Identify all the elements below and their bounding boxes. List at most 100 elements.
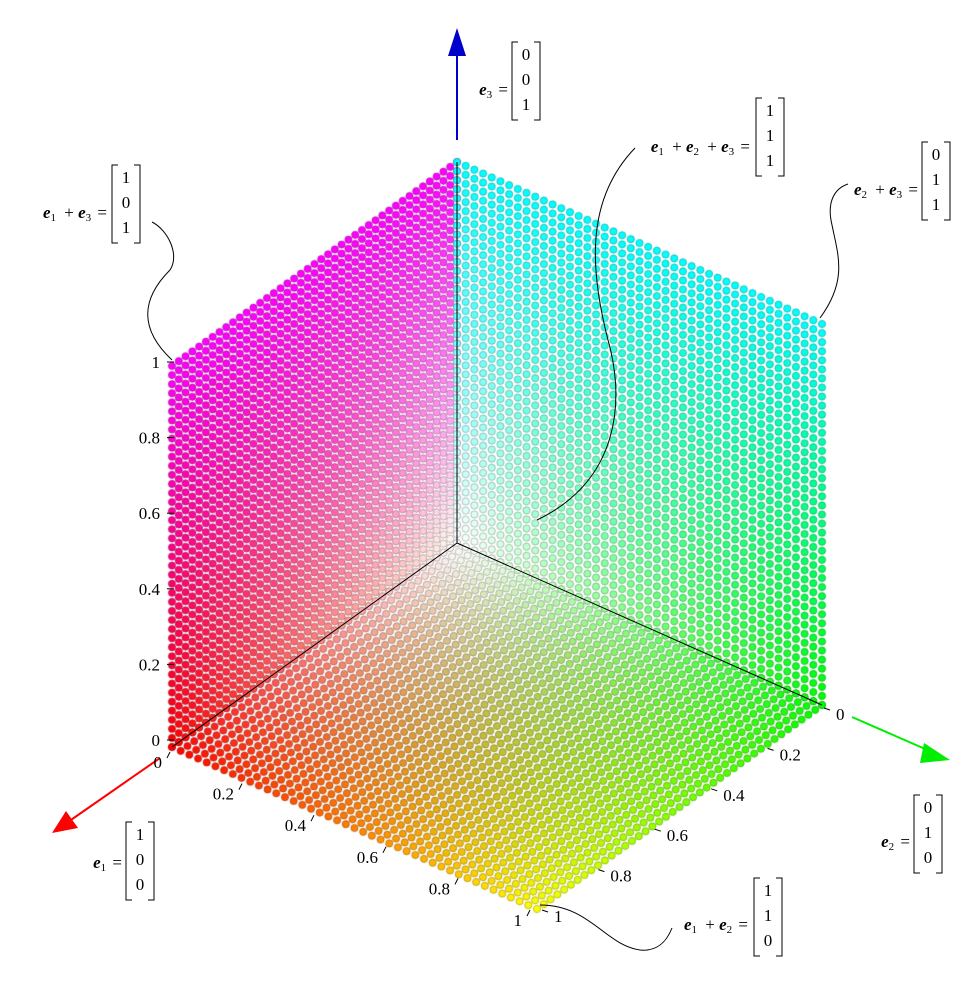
e1-e2-e3-expression: e1 + e2 + e3 = — [651, 137, 750, 158]
vector-component: 0 — [924, 798, 933, 817]
right-bracket — [936, 795, 942, 873]
right-bracket — [148, 822, 154, 900]
e2-e3-expression-text: e2 + e3 = — [854, 180, 918, 201]
e1-tick-label: 0.6 — [357, 848, 378, 867]
e2-e3-vector: 0 1 1 — [922, 142, 950, 220]
e1-tick-label: 0.4 — [285, 816, 307, 835]
vector-component: 0 — [136, 875, 145, 894]
inner-edges — [172, 162, 822, 747]
left-bracket — [914, 795, 920, 873]
right-bracket — [778, 98, 784, 176]
vector-component: 1 — [766, 151, 775, 170]
leader-lines — [148, 148, 848, 950]
e3-expression-text: e3 = — [479, 80, 508, 101]
left-bracket — [512, 42, 518, 120]
right-bracket — [776, 878, 782, 956]
vertical-tick-label: 0.8 — [139, 429, 160, 448]
vector-component: 1 — [932, 170, 941, 189]
vector-component: 1 — [766, 126, 775, 145]
e1-e2-e3-vector: 1 1 1 — [756, 98, 784, 176]
inner-edge-e2 — [457, 543, 822, 705]
e2-tick-mark — [655, 829, 661, 831]
e2-axis — [852, 717, 950, 763]
e2-tick-mark — [711, 789, 717, 791]
e2-arrow-head — [920, 743, 950, 763]
vertical-tick-label: 0.4 — [139, 580, 161, 599]
vertical-tick-label: 0.2 — [139, 655, 160, 674]
e2-e3-expression: e2 + e3 = — [854, 180, 918, 201]
left-bracket — [756, 98, 762, 176]
e2-tick-label: 0.2 — [780, 745, 801, 764]
e1-tick-mark — [311, 815, 314, 821]
left-bracket — [754, 878, 760, 956]
vector-component: 1 — [764, 881, 773, 900]
vector-component: 1 — [924, 823, 933, 842]
e1-tick-mark — [167, 752, 170, 758]
vector-component: 1 — [522, 95, 531, 114]
e1-tick-label: 0.8 — [429, 879, 450, 898]
e2-tick-label: 0.8 — [610, 867, 631, 886]
vector-labels: e3 = 0 0 1 e1 + e2 + e3 = 1 1 1 e2 + e3 = 0 1 1 e1 +… — [43, 42, 950, 956]
e1-expression: e1 = — [93, 853, 122, 874]
e2-tick-mark — [824, 708, 830, 710]
e3-axis — [448, 28, 466, 140]
e3-vector: 0 0 1 — [512, 42, 540, 120]
e1-e3-vector: 1 0 1 — [112, 165, 140, 243]
e1-e3-expression: e1 + e3 = — [43, 203, 107, 224]
vertical-tick-label: 0 — [152, 731, 161, 750]
e1-tick-mark — [239, 784, 242, 790]
vector-component: 0 — [136, 850, 145, 869]
e3-expression: e3 = — [479, 80, 508, 101]
e1-e2-vector: 1 1 0 — [754, 878, 782, 956]
e1-expression-text: e1 = — [93, 853, 122, 874]
e1-e3-expression-text: e1 + e3 = — [43, 203, 107, 224]
e2-expression: e2 = — [881, 832, 910, 853]
e3-arrow-head — [448, 28, 466, 56]
vector-component: 0 — [122, 193, 131, 212]
e2-expression-text: e2 = — [881, 832, 910, 853]
vertical-axis-ticks: 0 0.2 0.4 0.6 0.8 1 — [139, 353, 174, 750]
vector-component: 1 — [932, 195, 941, 214]
e2-tick-mark — [598, 870, 604, 872]
e2-tick-mark — [542, 910, 548, 912]
e1-tick-mark — [455, 878, 458, 884]
e2-tick-mark — [768, 748, 774, 750]
e2-axis-ticks: 0 0.2 0.4 0.6 0.8 1 — [542, 705, 845, 926]
vector-component: 0 — [924, 848, 933, 867]
e1-axis-ticks: 0 0.2 0.4 0.6 0.8 1 — [154, 752, 531, 930]
right-bracket — [134, 165, 140, 243]
vertical-tick-label: 1 — [152, 353, 161, 372]
vector-component: 0 — [522, 70, 531, 89]
e1-arrow-head — [52, 811, 78, 833]
vector-component: 1 — [766, 101, 775, 120]
e1-e2-expression: e1 + e2 = — [684, 915, 748, 936]
vector-component: 0 — [932, 145, 941, 164]
vector-component: 1 — [122, 168, 131, 187]
e2-tick-label: 0.6 — [667, 826, 688, 845]
right-bracket — [534, 42, 540, 120]
e1-e2-e3-expression-text: e1 + e2 + e3 = — [651, 137, 750, 158]
vector-component: 0 — [764, 931, 773, 950]
e2-vector: 0 1 0 — [914, 795, 942, 873]
e1-tick-label: 1 — [514, 911, 523, 930]
e1-vector: 1 0 0 — [126, 822, 154, 900]
vector-component: 1 — [136, 825, 145, 844]
left-bracket — [126, 822, 132, 900]
e1-axis — [52, 758, 160, 833]
vector-component: 0 — [522, 45, 531, 64]
leader-e1e2e3 — [537, 148, 635, 520]
leader-e1e3 — [148, 222, 174, 360]
e2-tick-label: 0 — [836, 705, 845, 724]
e2-tick-label: 1 — [554, 907, 563, 926]
e1-tick-label: 0.2 — [213, 785, 234, 804]
vector-component: 1 — [122, 218, 131, 237]
leader-e2e3 — [820, 184, 848, 318]
e1-tick-mark — [527, 910, 530, 916]
left-bracket — [922, 142, 928, 220]
vertical-tick-label: 0.6 — [139, 504, 160, 523]
e1-e2-expression-text: e1 + e2 = — [684, 915, 748, 936]
e1-tick-mark — [383, 847, 386, 853]
e1-tick-label: 0 — [154, 753, 163, 772]
vector-component: 1 — [764, 906, 773, 925]
